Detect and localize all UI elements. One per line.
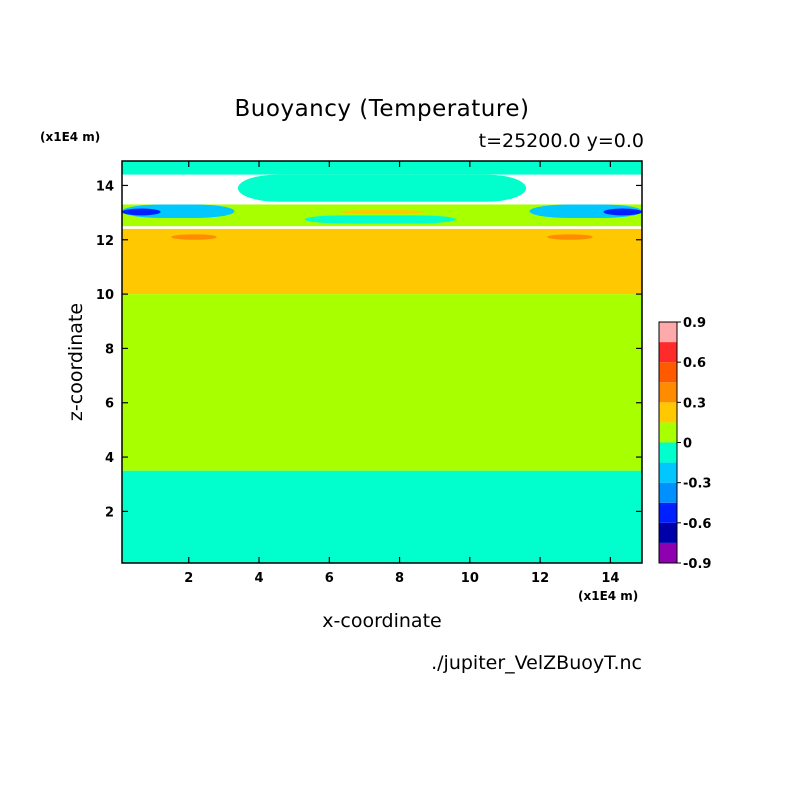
colorbar-tick-label-3: 0 (683, 437, 692, 452)
colorbar-swatch-10 (659, 342, 677, 363)
x-axis-label: x-coordinate (322, 610, 442, 632)
axes: 2 4 6 8 10 12 14 2 4 6 8 10 12 14 (96, 161, 642, 586)
x-tick-label-4: 10 (461, 571, 479, 586)
y-axis-unit: (x1E4 m) (40, 130, 101, 144)
colorbar-swatch-0 (659, 542, 677, 563)
contour-field (122, 161, 642, 563)
x-axis-unit: (x1E4 m) (578, 589, 639, 603)
y-tick-label-2: 6 (105, 397, 114, 412)
colorbar: 0.9 0.6 0.3 0 -0.3 -0.6 -0.9 (658, 316, 711, 572)
contour-region-2 (122, 228, 642, 295)
contour-region-1 (122, 294, 642, 471)
contour-region-0 (122, 470, 642, 563)
x-tick-label-2: 6 (325, 571, 334, 586)
contour-region-13 (122, 161, 642, 175)
colorbar-swatch-11 (659, 322, 677, 343)
plot-frame (121, 160, 643, 564)
colorbar-swatch-9 (659, 362, 677, 383)
y-tick-label-5: 12 (96, 234, 114, 249)
contour-region-12 (237, 174, 527, 202)
chart-title: Buoyancy (Temperature) (234, 96, 530, 122)
colorbar-tick-label-2: 0.3 (683, 396, 706, 411)
contour-region-11 (339, 209, 425, 214)
colorbar-tick-label-6: -0.9 (683, 557, 711, 572)
colorbar-tick-label-5: -0.6 (683, 517, 711, 532)
colorbar-tick-label-4: -0.3 (683, 477, 711, 492)
y-tick-label-1: 4 (105, 451, 114, 466)
colorbar-tick-label-1: 0.6 (683, 356, 706, 371)
x-tick-label-0: 2 (184, 571, 193, 586)
colorbar-swatch-1 (659, 522, 677, 543)
colorbar-swatch-3 (659, 482, 677, 503)
x-tick-label-3: 8 (395, 571, 404, 586)
colorbar-swatch-8 (659, 382, 677, 403)
contour-region-10 (304, 215, 456, 224)
x-tick-label-5: 12 (531, 571, 549, 586)
y-tick-label-0: 2 (105, 505, 114, 520)
contour-region-3 (171, 234, 217, 240)
source-filename: ./jupiter_VelZBuoyT.nc (431, 652, 642, 674)
chart-subtitle: t=25200.0 y=0.0 (478, 130, 644, 152)
y-axis-label: z-coordinate (65, 302, 87, 422)
contour-region-4 (547, 234, 593, 240)
y-tick-label-6: 14 (96, 179, 114, 194)
colorbar-tick-label-0: 0.9 (683, 316, 706, 331)
x-tick-label-6: 14 (601, 571, 619, 586)
contour-region-9 (603, 208, 642, 216)
colorbar-swatch-5 (659, 442, 677, 463)
colorbar-swatch-4 (659, 462, 677, 483)
x-tick-label-1: 4 (255, 571, 264, 586)
y-tick-label-4: 10 (96, 288, 114, 303)
colorbar-swatch-6 (659, 422, 677, 443)
colorbar-swatch-2 (659, 502, 677, 523)
y-tick-label-3: 8 (105, 342, 114, 357)
colorbar-swatch-7 (659, 402, 677, 423)
contour-region-8 (122, 208, 161, 216)
